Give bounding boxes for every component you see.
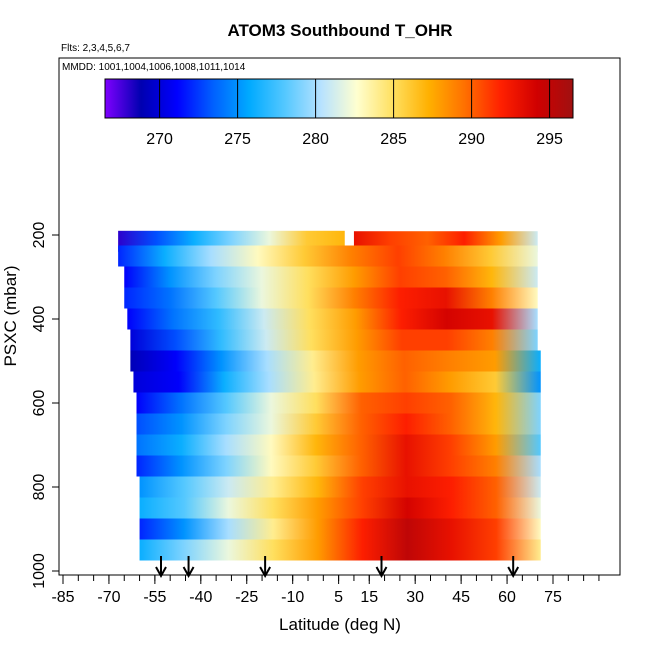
flights-label: Flts: 2,3,4,5,6,7 <box>61 43 130 54</box>
heatmap-band <box>136 455 541 477</box>
colorbar: 270 275 280 285 290 295 <box>104 78 574 148</box>
x-tick-label: -70 <box>97 589 120 606</box>
chart-title: ATOM3 Southbound T_OHR <box>227 21 452 40</box>
colorbar-tick-label: 295 <box>536 131 563 148</box>
down-arrow-icon <box>375 556 388 579</box>
x-axis-label: Latitude (deg N) <box>279 615 401 634</box>
y-tick-label: 1000 <box>31 553 48 589</box>
x-tick-label: 75 <box>544 589 562 606</box>
y-axis-label: PSXC (mbar) <box>1 265 20 366</box>
heatmap-band <box>139 497 541 519</box>
x-tick-label: 45 <box>452 589 470 606</box>
x-tick-label: -55 <box>143 589 166 606</box>
y-tick-label: 200 <box>31 222 48 249</box>
colorbar-tick-label: 275 <box>224 131 251 148</box>
heatmap-band <box>130 350 541 372</box>
x-axis: -85 -70 -55 -40 -25 -10 5 15 30 45 60 75 <box>51 575 600 606</box>
y-axis: 200 400 600 800 1000 <box>31 222 59 589</box>
heatmap-band <box>124 287 538 309</box>
down-arrow-icon <box>182 556 195 579</box>
x-tick-label: 5 <box>334 589 343 606</box>
x-tick-label: -40 <box>189 589 212 606</box>
colorbar-tick-label: 285 <box>380 131 407 148</box>
colorbar-tick-label: 290 <box>458 131 485 148</box>
y-tick-label: 600 <box>31 390 48 417</box>
x-tick-label: -25 <box>235 589 258 606</box>
x-tick-label: -85 <box>51 589 74 606</box>
x-tick-label: 15 <box>360 589 378 606</box>
x-tick-label: 60 <box>498 589 516 606</box>
colorbar-tick-label: 270 <box>146 131 173 148</box>
heatmap-band <box>133 371 541 393</box>
y-tick-label: 400 <box>31 306 48 333</box>
heatmap-band <box>136 392 541 414</box>
heatmap-band <box>139 539 541 561</box>
heatmap-layer <box>118 230 541 561</box>
heatmap-band <box>136 413 541 435</box>
heatmap-band <box>139 518 541 540</box>
y-tick-label: 800 <box>31 474 48 501</box>
heatmap-band <box>124 266 538 288</box>
heatmap-band <box>139 476 541 498</box>
down-arrow-icon <box>155 556 167 579</box>
dates-label: MMDD: 1001,1004,1006,1008,1011,1014 <box>62 62 246 73</box>
down-arrow-icon <box>507 556 520 579</box>
heatmap-band <box>130 329 538 351</box>
colorbar-gradient <box>104 78 574 119</box>
colorbar-tick-label: 280 <box>302 131 329 148</box>
down-arrow-icon <box>259 556 271 579</box>
heatmap-band <box>136 434 541 456</box>
plot-frame <box>58 57 621 576</box>
flight-arrows <box>155 556 520 579</box>
heatmap-band <box>118 245 538 267</box>
x-tick-label: -10 <box>281 589 304 606</box>
heatmap-band <box>127 308 538 330</box>
x-tick-label: 30 <box>406 589 424 606</box>
